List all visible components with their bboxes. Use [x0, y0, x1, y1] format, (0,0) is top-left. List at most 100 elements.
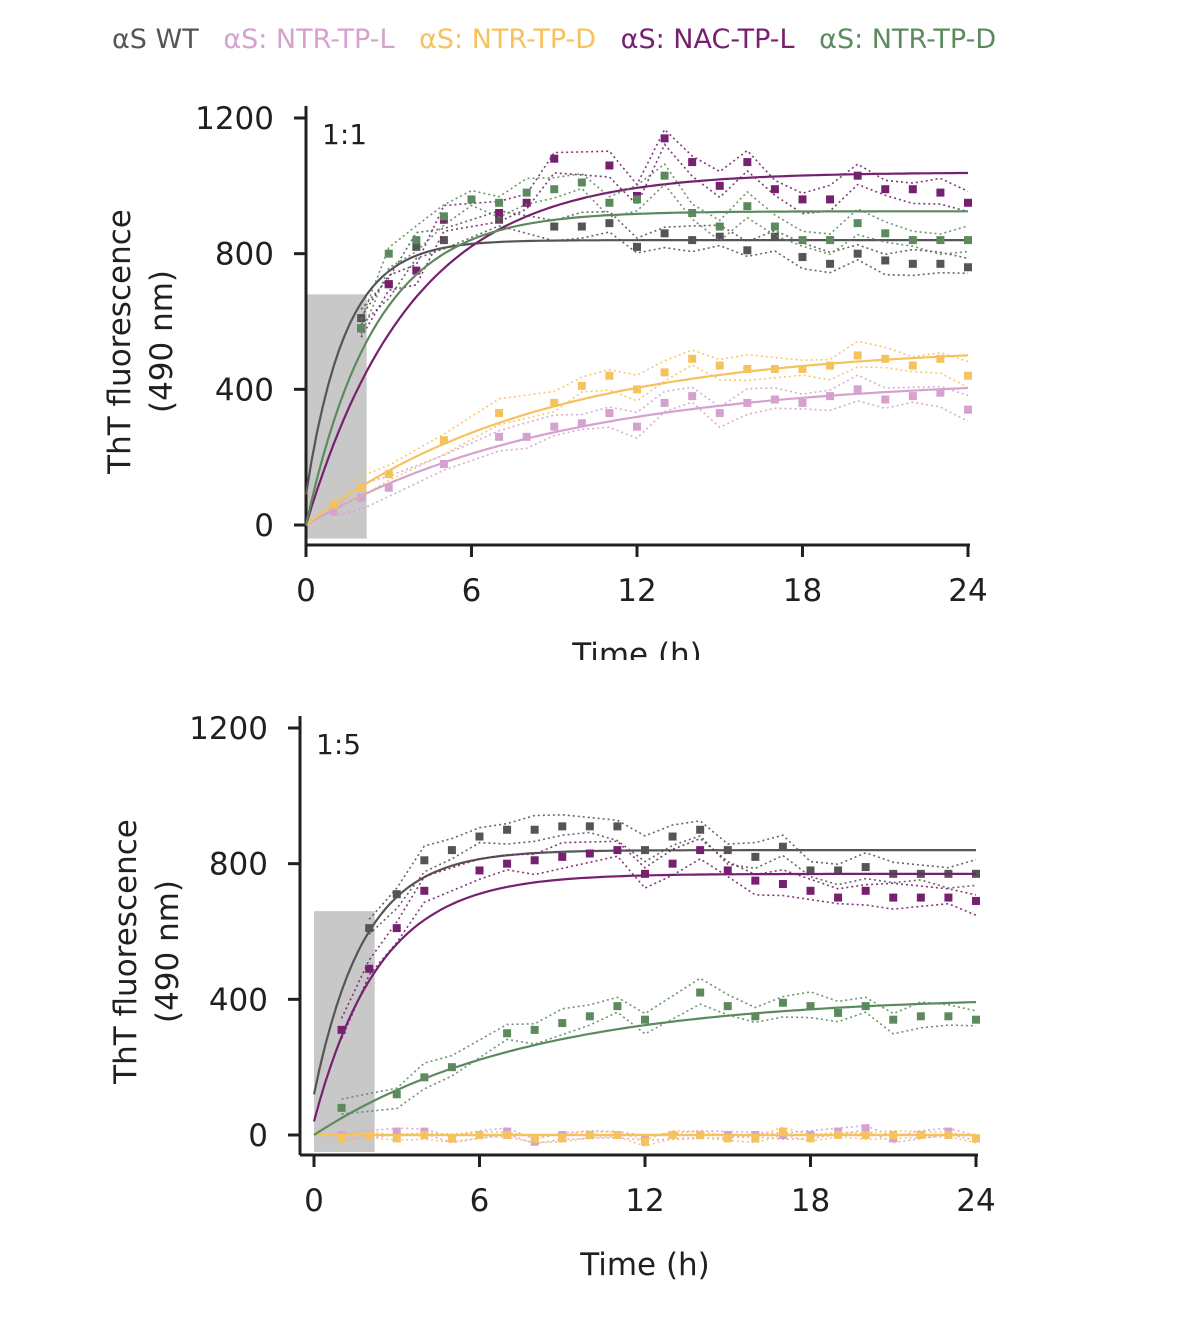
y-tick-label: 400	[209, 982, 268, 1018]
data-point	[503, 859, 512, 868]
data-point	[641, 869, 649, 878]
data-point	[392, 890, 401, 899]
series-1	[305, 374, 972, 526]
data-point	[889, 1131, 898, 1139]
data-point	[936, 259, 945, 268]
x-axis-title: Time (h)	[579, 1247, 710, 1283]
data-point	[558, 1134, 567, 1143]
data-point	[751, 1012, 760, 1021]
data-point	[751, 1134, 760, 1143]
data-point	[558, 852, 567, 861]
data-point	[826, 392, 835, 401]
data-point	[392, 1134, 401, 1143]
data-point	[972, 896, 980, 905]
data-point	[439, 212, 448, 221]
data-point	[550, 154, 559, 163]
data-point	[770, 185, 779, 194]
data-point	[605, 371, 614, 380]
data-point	[944, 1012, 953, 1021]
fit-curve	[304, 210, 968, 526]
replicate-line	[360, 128, 969, 318]
data-point	[696, 988, 705, 997]
data-point	[668, 859, 677, 868]
data-point	[641, 1137, 649, 1146]
data-point	[337, 1025, 346, 1034]
data-point	[806, 866, 815, 875]
y-axis-title: ThT fluorescence	[108, 819, 144, 1085]
data-point	[329, 500, 338, 509]
data-point	[439, 436, 448, 445]
data-point	[743, 246, 752, 255]
replicate-line	[360, 183, 969, 335]
data-point	[613, 1131, 622, 1139]
data-point	[936, 236, 945, 245]
replicate-line	[333, 374, 969, 511]
series-2	[314, 1126, 980, 1147]
data-point	[585, 849, 594, 858]
data-point	[605, 409, 614, 418]
data-point	[853, 249, 862, 258]
y-tick-label: 400	[215, 372, 274, 408]
y-tick-label: 0	[254, 508, 274, 544]
data-point	[908, 392, 917, 401]
data-point	[881, 395, 890, 404]
data-point	[723, 866, 732, 875]
x-tick-label: 12	[625, 1183, 664, 1219]
data-point	[668, 832, 677, 841]
data-point	[889, 893, 898, 902]
data-point	[751, 876, 760, 885]
y-axis-title: (490 nm)	[144, 270, 180, 413]
x-tick-label: 18	[783, 573, 822, 609]
data-point	[696, 825, 705, 834]
data-point	[861, 1131, 870, 1139]
data-point	[447, 846, 456, 855]
data-point	[834, 1008, 843, 1017]
data-point	[660, 229, 669, 238]
data-point	[853, 351, 862, 360]
data-point	[522, 432, 531, 441]
series-3	[312, 837, 980, 1122]
panel-label: 1:1	[322, 118, 367, 151]
data-point	[861, 886, 870, 895]
data-point	[715, 222, 724, 231]
legend-item-ntr-tp-l: αS: NTR-TP-L	[223, 24, 395, 55]
data-point	[751, 852, 760, 861]
data-point	[475, 866, 484, 875]
data-point	[447, 1063, 456, 1072]
data-point	[495, 208, 504, 217]
data-point	[806, 1134, 815, 1143]
fit-curve	[305, 386, 969, 526]
data-point	[550, 222, 559, 231]
data-point	[826, 259, 835, 268]
data-point	[613, 846, 622, 855]
data-point	[798, 364, 807, 373]
data-point	[743, 398, 752, 407]
data-point	[778, 842, 787, 851]
series-4	[304, 162, 972, 526]
series-2	[305, 340, 972, 526]
data-point	[412, 266, 421, 275]
data-point	[522, 188, 531, 197]
fit-curve	[312, 872, 976, 1122]
data-point	[688, 208, 697, 217]
data-point	[806, 886, 815, 895]
data-point	[660, 398, 669, 407]
data-point	[558, 1019, 567, 1028]
data-point	[972, 1134, 980, 1143]
data-point	[770, 222, 779, 231]
replicate-line	[340, 855, 977, 1040]
replicate-line	[341, 1134, 977, 1147]
data-point	[585, 822, 594, 831]
data-point	[743, 202, 752, 211]
data-point	[384, 470, 393, 479]
data-point	[392, 924, 401, 933]
data-point	[688, 392, 697, 401]
replicate-line	[368, 813, 977, 920]
data-point	[550, 422, 559, 431]
data-point	[715, 361, 724, 370]
data-point	[798, 398, 807, 407]
data-point	[447, 1134, 456, 1143]
data-point	[826, 361, 835, 370]
data-point	[778, 880, 787, 889]
data-point	[853, 171, 862, 180]
